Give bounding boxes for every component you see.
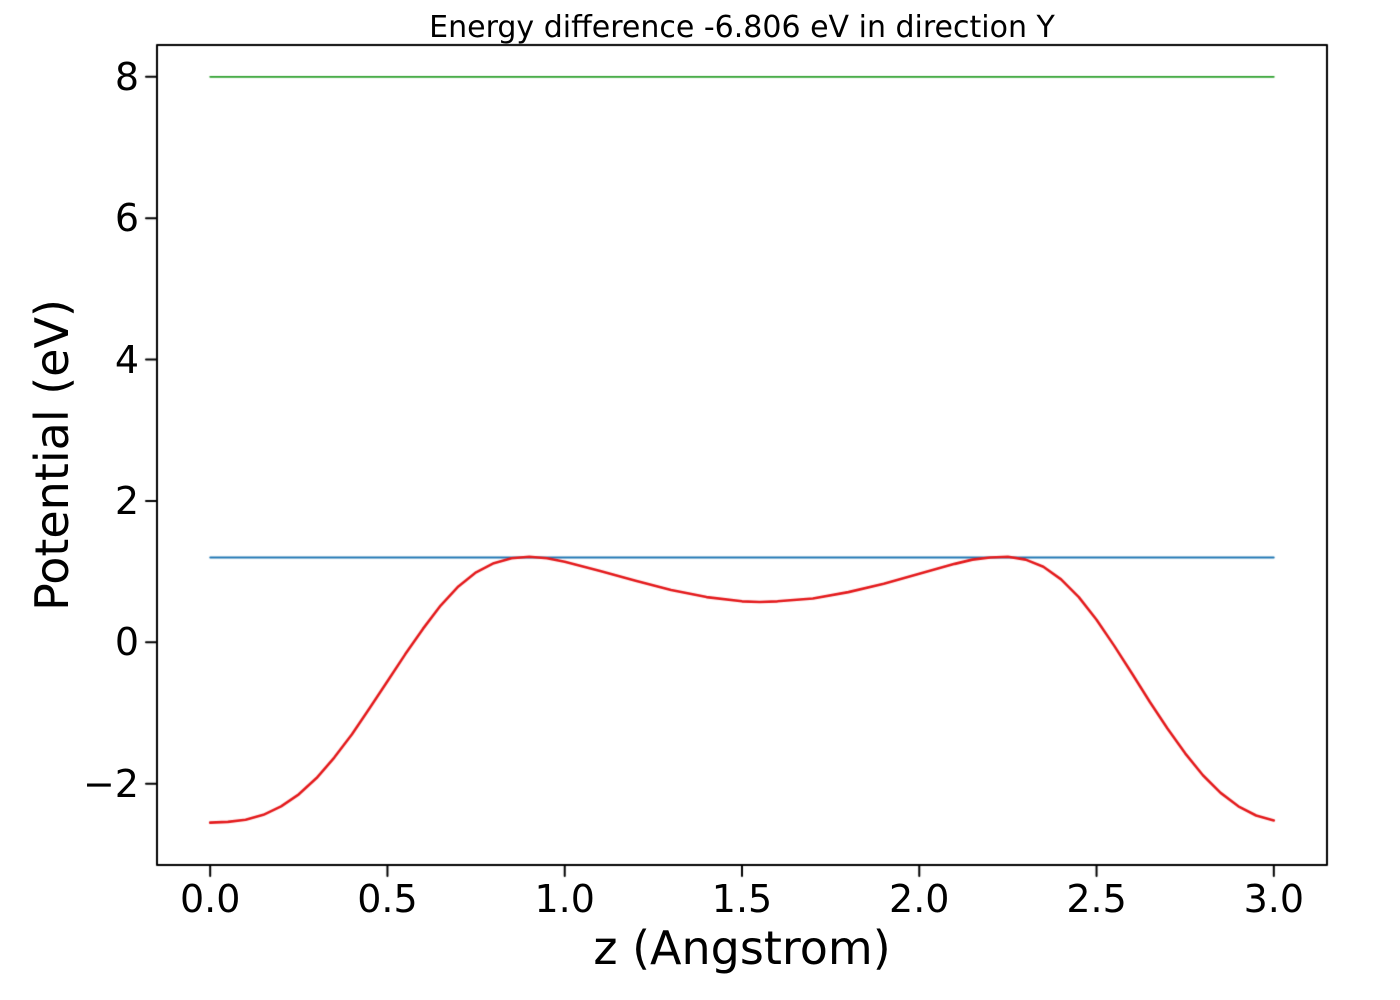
x-tick-label: 2.0 — [889, 877, 950, 921]
x-tick-label: 0.0 — [179, 877, 241, 921]
x-tick-label: 1.5 — [711, 877, 773, 921]
x-tick-label: 0.5 — [357, 877, 418, 921]
y-tick-label: 6 — [114, 196, 139, 241]
x-tick-label: 3.0 — [1243, 877, 1305, 921]
y-axis-label: Potential (eV) — [25, 299, 79, 611]
y-tick-label: 4 — [114, 337, 139, 382]
y-tick-label: 0 — [114, 620, 139, 665]
y-tick-label: 8 — [114, 54, 139, 99]
chart-title: Energy difference -6.806 eV in direction… — [429, 10, 1055, 45]
x-axis-label: z (Angstrom) — [593, 921, 891, 975]
y-tick-label: −2 — [82, 761, 139, 806]
x-tick-label: 1.0 — [534, 877, 595, 921]
x-tick-label: 2.5 — [1066, 877, 1127, 921]
y-tick-label: 2 — [114, 478, 139, 523]
